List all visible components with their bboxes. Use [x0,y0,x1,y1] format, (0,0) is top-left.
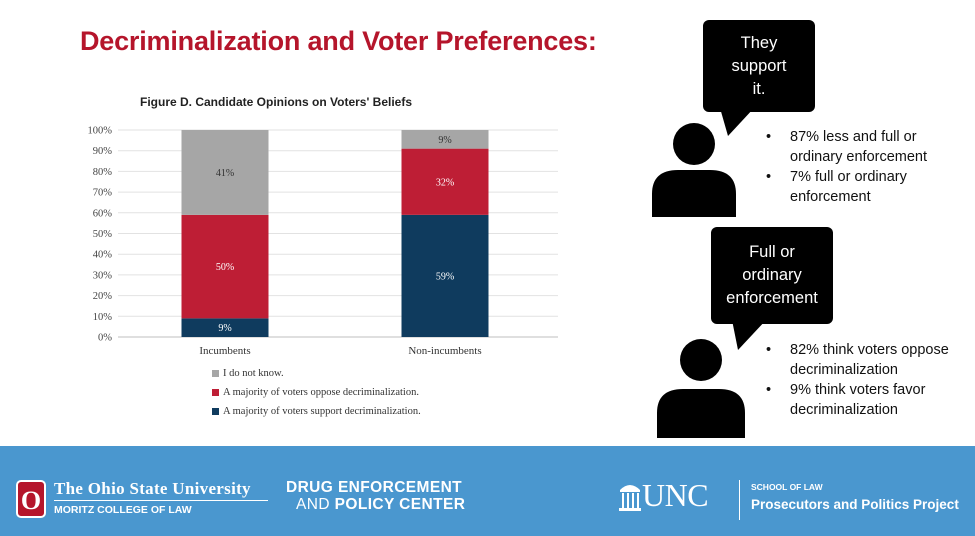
bubble-tail [720,108,754,136]
depc-line1: DRUG ENFORCEMENT [286,479,463,496]
x-tick-label: Non-incumbents [408,345,481,357]
bubble-line: Full or [749,243,795,261]
y-tick-label: 60% [93,208,113,219]
bullet-list-enforcement: 82% think voters oppose decriminalizatio… [766,340,966,420]
x-tick-label: Incumbents [199,345,250,357]
stacked-bar-chart: Figure D. Candidate Opinions on Voters' … [88,95,558,357]
legend-label-oppose: A majority of voters oppose decriminaliz… [223,387,419,398]
x-axis: Incumbents Non-incumbents [199,345,481,357]
unc-project: Prosecutors and Politics Project [751,497,959,512]
bar-data-label: 9% [218,323,231,334]
y-tick-label: 40% [93,250,113,261]
y-tick-label: 10% [93,312,113,323]
bullet-list-support: 87% less and full or ordinary enforcemen… [766,127,966,207]
person-icon [652,123,736,217]
osu-name: The Ohio State University [54,479,251,498]
chart-legend: I do not know. A majority of voters oppo… [212,364,421,421]
unc-school: SCHOOL OF LAW [751,482,823,492]
y-tick-label: 80% [93,167,113,178]
bar-segment [401,148,489,215]
chart-title: Figure D. Candidate Opinions on Voters' … [140,95,412,109]
depc-and: AND [296,496,330,513]
osu-divider [54,500,268,501]
y-axis: 0% 10% 20% 30% 40% 50% 60% 70% 80% 90% 100% [88,126,113,344]
legend-item-support: A majority of voters support decriminali… [212,402,421,421]
bar-data-label: 9% [438,135,451,146]
footer-bar: O The Ohio State University MORITZ COLLE… [0,446,975,536]
legend-label-unknown: I do not know. [223,368,284,379]
y-tick-label: 20% [93,291,113,302]
osu-block-o-logo: O [16,480,46,518]
bubble-line: it. [752,79,766,98]
bar-data-label: 41% [216,168,234,179]
bar-data-label: 59% [436,271,454,282]
bullet-item: 82% think voters oppose decriminalizatio… [766,340,966,380]
legend-item-oppose: A majority of voters oppose decriminaliz… [212,383,421,402]
bubble-line: enforcement [726,289,818,307]
bubble-line: They [740,33,778,52]
depc-line2: AND POLICY CENTER [296,496,465,514]
bar-data-label: 32% [436,177,454,188]
legend-swatch-oppose [212,389,219,396]
bullet-item: 9% think voters favor decriminalization [766,380,966,420]
legend-swatch-support [212,408,219,415]
person-icon [657,339,745,438]
y-tick-label: 90% [93,146,113,157]
bar-segment [401,214,489,337]
bubble-line: support [731,56,787,75]
bullet-item: 87% less and full or ordinary enforcemen… [766,127,966,167]
y-tick-label: 30% [93,270,113,281]
bar-segment [401,130,489,149]
bubble-tail [732,320,766,350]
bar-segment [181,318,269,337]
bullet-item: 7% full or ordinary enforcement [766,167,966,207]
bubble-line: ordinary [742,266,802,284]
bar-segment [181,130,269,215]
depc-policy-center: POLICY CENTER [334,496,466,513]
y-tick-label: 0% [98,333,112,344]
unc-well-icon [619,485,641,511]
legend-label-support: A majority of voters support decriminali… [223,406,421,417]
slide-title: Decriminalization and Voter Preferences: [80,26,597,56]
osu-college: MORITZ COLLEGE OF LAW [54,504,192,516]
unc-wordmark: UNC [642,477,709,513]
bar-data-label: 50% [216,262,234,273]
speech-bubble-support: They support it. [703,20,815,112]
chart-bars: 9% 50% 41% 59% 32% 9% [181,130,489,337]
speech-bubble-enforcement: Full or ordinary enforcement [711,227,833,324]
legend-item-unknown: I do not know. [212,364,421,383]
osu-logo-letter: O [21,486,41,515]
legend-swatch-unknown [212,370,219,377]
y-tick-label: 50% [93,229,113,240]
y-tick-label: 70% [93,188,113,199]
bar-segment [181,214,269,319]
unc-divider [739,480,740,520]
y-tick-label: 100% [88,126,113,137]
